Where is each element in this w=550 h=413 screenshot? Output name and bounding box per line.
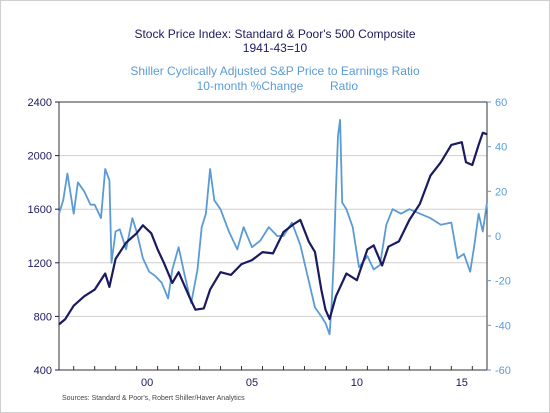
left-y-tick-label: 800 [34,311,52,323]
right-y-tick-label: -20 [495,276,511,288]
right-y-tick-label: 20 [495,186,507,198]
right-y-axis: 60 40 20 0 -20 -40 -60 [487,97,511,377]
right-y-tick-label: 0 [495,231,501,243]
right-y-tick-label: -40 [495,320,511,332]
chart-title: Stock Price Index: Standard & Poor's 500… [134,27,415,41]
left-y-tick-label: 400 [34,365,52,377]
series-lines [58,119,488,336]
x-axis: 00 05 10 15 [73,366,473,389]
chart-title-secondary: Shiller Cyclically Adjusted S&P Price to… [130,64,420,78]
left-y-tick-label: 1600 [28,204,52,216]
chart-subtitle-secondary-right: Ratio [330,79,358,93]
right-y-tick-label: -60 [495,365,511,377]
right-y-tick-label: 60 [495,97,507,109]
gridlines [59,155,487,317]
plot-frame [58,101,488,371]
chart-subtitle-secondary-left: 10-month %Change [197,79,304,93]
left-y-axis: 2400 2000 1600 1200 800 400 [28,97,59,377]
series-line-sp500 [58,131,488,326]
x-tick-label: 15 [456,377,468,389]
x-tick-label: 00 [141,377,153,389]
right-y-tick-label: 40 [495,142,507,154]
source-note: Sources: Standard & Poor's, Robert Shill… [62,395,245,402]
series-line-cape [58,119,488,336]
left-y-tick-label: 2000 [28,151,52,163]
x-tick-label: 10 [351,377,363,389]
left-y-tick-label: 1200 [28,258,52,270]
x-tick-label: 05 [246,377,258,389]
left-y-tick-label: 2400 [28,97,52,109]
chart-subtitle: 1941-43=10 [243,41,308,55]
